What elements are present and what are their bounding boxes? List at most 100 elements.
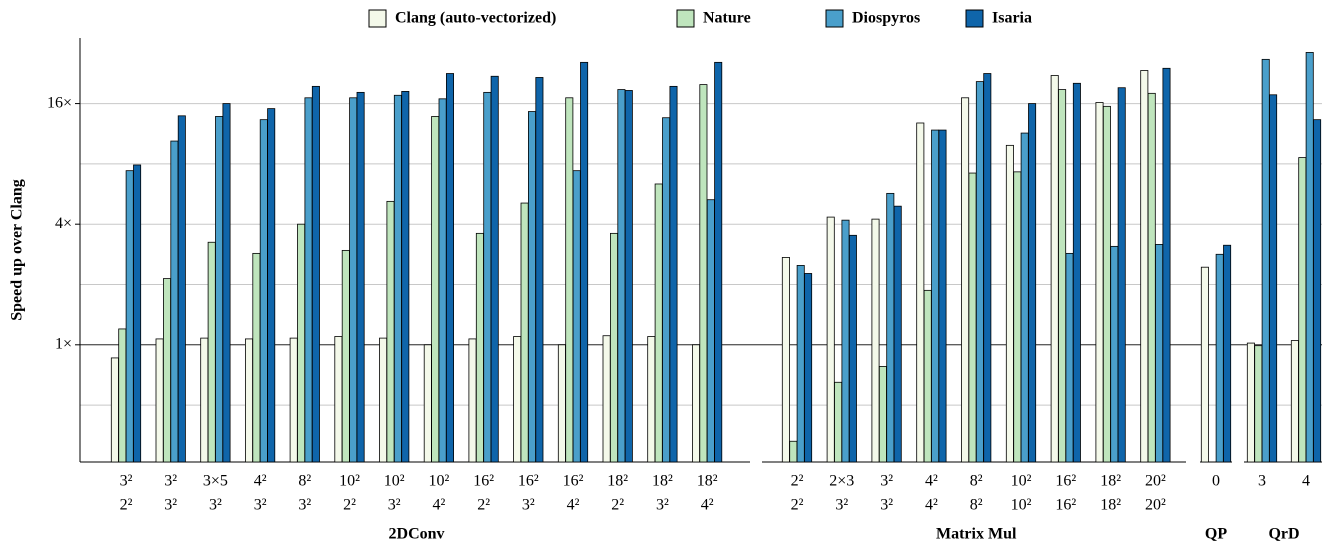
bar [297,223,306,463]
x-tick-label: 3² [522,497,535,514]
x-tick-label: 4² [925,473,938,490]
bar [483,91,492,463]
x-tick-label: 18² [607,473,628,490]
bar [125,170,134,463]
bar [781,257,790,463]
bar [878,366,887,463]
bar [490,75,499,463]
bar [617,89,626,463]
x-tick-label: 16² [518,473,539,490]
x-tick-label: 18² [1100,473,1121,490]
bar [1140,70,1149,463]
bar [349,97,358,463]
bar [252,252,261,463]
legend-label: Diospyros [852,10,920,27]
x-tick-label: 3² [298,497,311,514]
bar [669,85,678,463]
panel-title: 2DConv [389,526,445,543]
bar [468,338,477,463]
x-tick-label: 16² [1055,473,1076,490]
bar [923,289,932,463]
x-tick-label: 3² [880,473,893,490]
x-tick-label: 4² [254,473,267,490]
bar [647,336,656,463]
x-tick-label: 3 [1258,473,1266,490]
x-tick-label: 0 [1212,473,1220,490]
bar [513,336,522,463]
bar [341,249,350,463]
bar [662,117,671,463]
bar [983,73,992,463]
x-tick-label: 2² [477,497,490,514]
bar [848,234,857,463]
bar [162,278,171,463]
bar [893,205,902,463]
bar [475,232,484,463]
legend-label: Clang (auto-vectorized) [395,10,556,27]
bar [1155,244,1164,463]
bar [610,232,619,463]
x-tick-label: 4² [433,497,446,514]
x-tick-label: 2² [120,497,133,514]
bar [401,91,410,463]
bar [1269,94,1278,463]
x-tick-label: 3² [656,497,669,514]
x-tick-label: 16² [563,473,584,490]
bar [886,192,895,463]
x-tick-label: 8² [970,497,983,514]
bar [356,91,365,463]
bar [379,337,388,463]
x-tick-label: 18² [697,473,718,490]
x-tick-label: 3² [388,497,401,514]
x-tick-label: 2² [611,497,624,514]
bar [1065,252,1074,463]
bar [222,103,231,463]
x-tick-label: 3² [880,497,893,514]
y-axis-label: Speed up over Clang [9,179,26,321]
bar [1305,52,1314,463]
bar [215,116,224,463]
bar [1200,266,1209,463]
x-tick-label: 18² [652,473,673,490]
bar [520,202,529,463]
bar [244,338,253,463]
x-tick-label: 10² [1011,473,1032,490]
x-tick-label: 3×5 [203,473,228,490]
legend-swatch [676,9,695,28]
bar [1246,342,1255,463]
y-tick-label: 16× [47,94,72,111]
bar [1005,144,1014,463]
x-tick-label: 3² [164,497,177,514]
bar [133,164,142,463]
bar [706,199,715,463]
x-tick-label: 2² [791,473,804,490]
bar [431,116,440,463]
bar [1313,119,1322,463]
bar [1298,157,1307,463]
x-tick-label: 10² [1011,497,1032,514]
bar [572,170,581,463]
bar [393,94,402,463]
bar [200,337,209,463]
x-tick-label: 3² [120,473,133,490]
x-tick-label: 10² [339,473,360,490]
bar [1117,87,1126,463]
y-tick-label: 1× [55,335,72,352]
bar [1290,340,1299,463]
bar [110,357,119,463]
bar [557,344,566,463]
bar [654,183,663,463]
x-tick-label: 10² [429,473,450,490]
y-tick-label: 4× [55,215,72,232]
bar [1095,102,1104,463]
bar [334,336,343,463]
legend-swatch [825,9,844,28]
bar [931,129,940,463]
x-tick-label: 2×3 [829,473,854,490]
bar [975,81,984,463]
bar [580,61,589,463]
legend-swatch [965,9,984,28]
x-tick-label: 16² [473,473,494,490]
x-tick-label: 10² [384,473,405,490]
